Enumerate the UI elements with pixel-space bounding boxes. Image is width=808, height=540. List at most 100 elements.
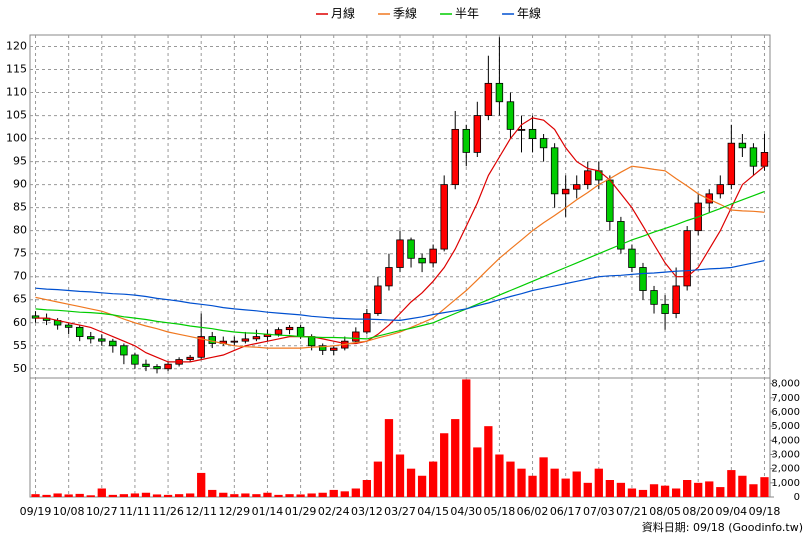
candle-body [120,345,128,356]
candle-body [87,336,95,340]
x-tick-label: 11/26 [152,505,184,518]
candle-body [307,336,316,347]
candle-body [385,267,393,287]
candle-body [484,82,493,116]
candle-body [584,170,592,186]
y-tick-label: 65 [13,293,27,306]
candle-body [418,257,426,264]
x-tick-label: 09/04 [715,505,747,518]
x-tick-label: 08/20 [682,505,714,518]
volume-bar [274,494,283,497]
x-tick-label: 03/27 [384,505,416,518]
y-tick-label: 120 [6,40,27,53]
volume-bar [329,489,338,497]
volume-bar [31,494,40,497]
volume-bar [484,426,493,497]
ma-line [35,190,765,340]
y-tick-label: 90 [13,178,27,191]
volume-bar [539,457,548,497]
candle-body [330,347,338,351]
volume-bar [561,478,570,497]
y-tick-label: 80 [13,224,27,237]
candle-body [617,221,625,250]
volume-bar [428,461,438,497]
x-tick-label: 01/14 [252,505,284,518]
volume-bar [406,468,416,497]
candle-body [109,340,117,347]
volume-bar [42,494,51,497]
y-tick-label: 115 [6,63,27,76]
x-tick-label: 10/08 [53,505,85,518]
candle-body [274,329,283,335]
candle-body [683,230,691,287]
candle-body [672,285,680,314]
candle-body [705,193,713,204]
candle-body [749,147,758,167]
x-tick-label: 12/29 [218,505,250,518]
volume-bar [440,433,449,497]
candle-body [738,142,747,149]
volume-tick-label: 6,000 [771,407,800,418]
volume-bar [605,480,614,497]
volume-bar [141,492,151,497]
volume-bar [219,492,228,497]
volume-bar [683,480,692,497]
volume-bar [671,488,681,497]
volume-bar [638,489,648,497]
volume-bar [53,493,62,497]
candle-body [561,188,570,195]
candle-body [64,324,73,328]
volume-bar [318,492,327,497]
candle-body [230,340,239,343]
legend-label: 月線 [331,6,355,21]
candle-body [374,285,382,314]
volume-bar [451,419,460,497]
candle-body [639,267,647,291]
volume-tick-label: 7,000 [771,393,800,404]
volume-bar [506,461,515,497]
candle-body [407,239,415,259]
x-tick-label: 11/11 [119,505,151,518]
candle-body [473,115,482,153]
volume-bar [351,488,360,497]
candle-body [727,142,736,186]
candle-body [506,101,515,130]
ma-line [35,260,765,322]
volume-bar [705,481,714,497]
candle-body [285,326,294,331]
volume-bar [395,454,405,497]
candle-body [241,338,250,342]
y-tick-label: 95 [13,155,27,168]
volume-bar [417,475,427,497]
x-tick-label: 09/18 [749,505,781,518]
candle-body [208,336,216,344]
volume-tick-label: 4,000 [771,435,800,446]
candle-body [517,128,526,131]
volume-bar [130,493,140,497]
y-tick-label: 85 [13,201,27,214]
candle-body [186,356,194,360]
candle-body [539,138,548,149]
volume-tick-label: 3,000 [771,450,800,461]
ma-line [35,165,765,349]
y-tick-label: 110 [6,86,27,99]
volume-bar [362,480,372,497]
volume-bar [285,494,294,497]
x-tick-label: 09/19 [20,505,52,518]
candle-body [550,147,559,195]
x-tick-label: 04/15 [417,505,449,518]
candle-body [451,128,459,186]
volume-bar [550,468,559,497]
volume-bar [660,485,670,497]
x-tick-label: 12/11 [185,505,217,518]
candle-body [628,248,636,268]
volume-bar [627,488,637,497]
candle-body [606,179,614,222]
volume-bar [473,447,482,497]
volume-bar [108,494,117,497]
candle-body [528,128,537,139]
candle-body [75,326,84,337]
candle-body [661,303,669,314]
